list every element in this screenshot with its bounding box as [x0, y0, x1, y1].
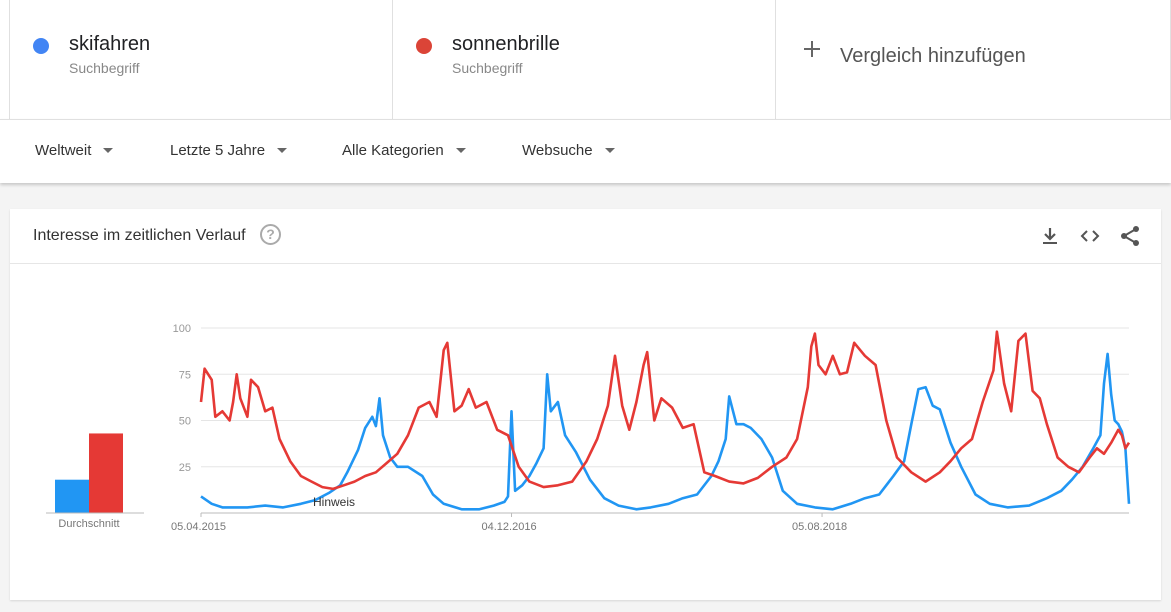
average-label: Durchschnitt	[58, 518, 119, 530]
y-tick-label: 50	[179, 416, 191, 428]
category-dropdown[interactable]: Alle Kategorien	[342, 142, 466, 159]
term-name[interactable]: sonnenbrille	[452, 33, 560, 55]
caret-down-icon	[277, 148, 288, 153]
term-sonnenbrille[interactable]: sonnenbrille Suchbegriff	[393, 0, 776, 119]
chart-series[interactable]	[199, 330, 1131, 511]
caret-down-icon	[455, 148, 466, 153]
x-tick-label: 04.12.2016	[482, 521, 537, 533]
filter-bar: Weltweit Letzte 5 Jahre Alle Kategorien …	[0, 119, 1171, 183]
search-type-dropdown[interactable]: Websuche	[522, 142, 615, 159]
add-comparison-button[interactable]: Vergleich hinzufügen	[776, 0, 1171, 119]
interest-chart: 25 50 75 100 05.04.2015 04.12.2016 05.08.2018…	[46, 323, 1131, 533]
term-color-dot	[416, 38, 432, 54]
average-bar-skifahren[interactable]	[55, 479, 89, 513]
card-header: Interesse im zeitlichen Verlauf ?	[10, 209, 1161, 264]
caret-down-icon	[103, 148, 114, 153]
y-tick-label: 100	[173, 323, 191, 335]
x-tick-label: 05.04.2015	[171, 521, 226, 533]
download-icon[interactable]	[1038, 224, 1062, 248]
series-line-skifahren[interactable]	[200, 352, 1131, 511]
region-dropdown[interactable]: Weltweit	[35, 142, 114, 159]
plus-icon	[803, 40, 821, 58]
chart-gridlines	[201, 327, 1129, 514]
caret-down-icon	[604, 148, 615, 153]
term-skifahren[interactable]: skifahren Suchbegriff	[9, 0, 393, 119]
time-range-dropdown[interactable]: Letzte 5 Jahre	[170, 142, 288, 159]
category-label: Alle Kategorien	[342, 142, 444, 159]
average-bars: Durchschnitt	[46, 433, 144, 530]
x-axis-ticks: 05.04.2015 04.12.2016 05.08.2018	[171, 513, 847, 533]
embed-icon[interactable]	[1078, 224, 1102, 248]
interest-over-time-card: Interesse im zeitlichen Verlauf ? 25 50 75…	[10, 209, 1161, 600]
term-color-dot	[33, 38, 49, 54]
chart-annotation[interactable]: Hinweis	[313, 495, 355, 509]
term-type: Suchbegriff	[452, 60, 523, 76]
card-title: Interesse im zeitlichen Verlauf	[33, 227, 246, 244]
time-range-label: Letzte 5 Jahre	[170, 142, 266, 159]
y-tick-label: 75	[179, 369, 191, 381]
add-comparison-label: Vergleich hinzufügen	[840, 45, 1026, 67]
terms-header: skifahren Suchbegriff sonnenbrille Suchb…	[0, 0, 1171, 119]
help-icon[interactable]: ?	[260, 224, 281, 245]
search-type-label: Websuche	[522, 142, 593, 159]
region-label: Weltweit	[35, 142, 92, 159]
average-bar-sonnenbrille[interactable]	[89, 433, 123, 513]
x-tick-label: 05.08.2018	[792, 521, 847, 533]
share-icon[interactable]	[1118, 224, 1142, 248]
y-tick-label: 25	[179, 462, 191, 474]
series-line-sonnenbrille[interactable]	[199, 330, 1131, 491]
y-axis-ticks: 25 50 75 100	[173, 323, 191, 474]
term-name[interactable]: skifahren	[69, 33, 151, 55]
term-type: Suchbegriff	[69, 60, 140, 76]
